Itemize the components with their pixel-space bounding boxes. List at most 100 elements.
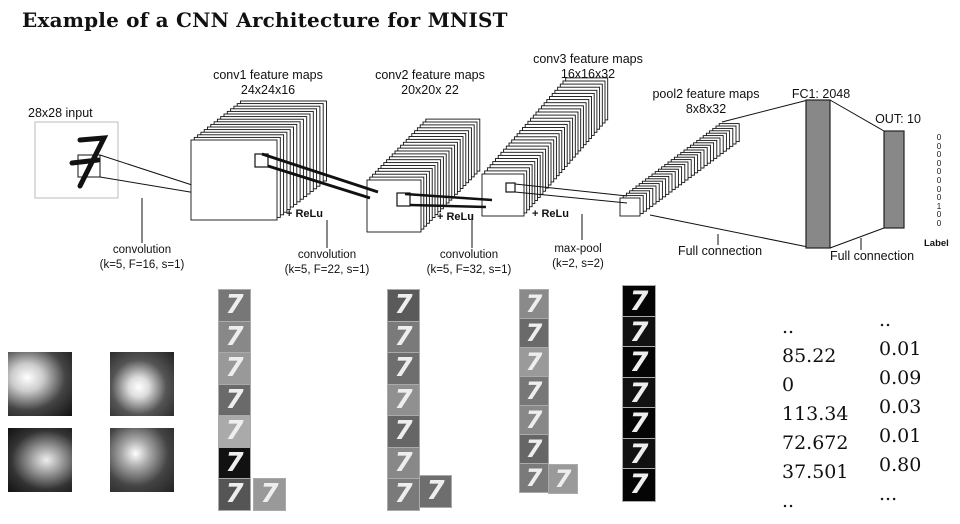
fc-values-column: .. 85.22 0 113.34 72.672 37.501.. — [782, 313, 848, 516]
out-value: 0 — [936, 133, 942, 142]
digit-glyph: 7 — [394, 353, 413, 383]
digit-glyph: 7 — [225, 353, 244, 383]
out-value: 0 — [936, 210, 942, 220]
conv3-activation: 7 — [548, 464, 578, 494]
digit-glyph: 7 — [525, 464, 543, 492]
relu-1: + ReLu — [286, 208, 323, 220]
filter-image — [8, 352, 72, 416]
out-label: OUT: 10 — [875, 112, 921, 126]
digit-glyph: 7 — [260, 479, 279, 509]
conv1-map — [190, 139, 278, 221]
op4-params: (k=2, s=2) — [552, 258, 604, 270]
conv3-activation: 7 — [519, 318, 549, 348]
conv2-size: 20x20x 22 — [401, 83, 459, 97]
digit-glyph: 7 — [525, 406, 543, 434]
table-value: 85.22 — [782, 345, 837, 367]
digit-glyph: 7 — [394, 416, 413, 446]
conv3-size: 16x16x32 — [560, 67, 616, 81]
digit-glyph: 7 — [629, 377, 649, 409]
conv1-activation: 7 — [218, 352, 251, 385]
table-value: .. — [782, 316, 795, 338]
pool2-activation: 7 — [622, 468, 656, 502]
pool2-name: pool2 feature maps — [652, 87, 760, 101]
digit-glyph: 7 — [525, 348, 543, 376]
digit-glyph: 7 — [525, 319, 543, 347]
conv1-stack — [190, 100, 327, 221]
conv3-name: conv3 feature maps — [533, 52, 643, 66]
fc1-label: FC1: 2048 — [791, 87, 851, 101]
conv1-activation: 7 — [218, 383, 251, 417]
table-value: 0.09 — [879, 367, 922, 389]
diagram-title: Example of a CNN Architecture for MNIST — [22, 8, 508, 32]
conv1-activation: 7 — [218, 478, 251, 511]
label-text: Label — [924, 238, 949, 249]
digit-glyph: 7 — [629, 438, 649, 470]
conv2-activation: 7 — [387, 478, 420, 511]
digit-glyph: 7 — [629, 286, 649, 317]
conv3-activation: 7 — [519, 376, 549, 406]
digit-glyph: 7 — [225, 321, 244, 352]
fc1-bar — [805, 99, 831, 249]
table-value: ... — [879, 483, 898, 505]
digit-glyph: 7 — [629, 316, 649, 348]
conv1-activation: 7 — [218, 289, 251, 322]
pool2-activation: 7 — [622, 437, 656, 472]
conv2-activation: 7 — [387, 352, 420, 385]
pool2-size: 8x8x32 — [685, 102, 727, 116]
pool2-activation: 7 — [622, 315, 656, 350]
table-value: 0 — [782, 374, 795, 396]
digit-glyph: 7 — [629, 469, 649, 500]
conv2-activation: 7 — [387, 320, 420, 354]
digit-glyph: 7 — [225, 384, 244, 415]
digit-glyph: 7 — [394, 321, 413, 352]
op1-params: (k=5, F=16, s=1) — [99, 259, 185, 271]
conv2-stack — [366, 118, 481, 233]
table-value: 0.01 — [879, 338, 922, 360]
input-label: 28x28 input — [28, 106, 93, 120]
table-value: .. — [782, 490, 795, 512]
relu-3: + ReLu — [532, 208, 569, 220]
digit-glyph: 7 — [225, 416, 244, 446]
out-value: 0 — [936, 184, 942, 194]
op2-params: (k=5, F=22, s=1) — [284, 264, 370, 276]
op3-name: convolution — [439, 249, 499, 261]
conv1-activation: 7 — [218, 320, 251, 354]
conv3-activation: 7 — [519, 463, 549, 493]
out-bar — [883, 130, 905, 229]
out-value: 1 — [936, 201, 942, 211]
digit-glyph: 7 — [525, 435, 543, 463]
digit-glyph: 7 — [225, 479, 244, 509]
digit-glyph: 7 — [525, 377, 543, 405]
conv3-activation: 7 — [519, 434, 549, 464]
op4-name: max-pool — [554, 243, 602, 255]
input-kernel — [77, 154, 101, 178]
filter-image — [110, 352, 174, 416]
op3-params: (k=5, F=32, s=1) — [426, 264, 512, 276]
relu-2: + ReLu — [437, 211, 474, 223]
digit-glyph: 7 — [394, 290, 413, 320]
digit-glyph: 7 — [525, 290, 543, 318]
digit-glyph: 7 — [225, 290, 244, 320]
digit-glyph: 7 — [394, 384, 413, 415]
conv2-activation: 7 — [387, 415, 420, 448]
conv3-activation: 7 — [519, 347, 549, 377]
out-value: 0 — [936, 193, 942, 203]
out-value: 0 — [936, 218, 942, 228]
pool2-map — [619, 197, 641, 217]
conv1-size: 24x24x16 — [240, 83, 296, 97]
table-value: 113.34 — [782, 403, 849, 425]
full-connection-2: Full connection — [829, 249, 915, 263]
table-value: 37.501 — [782, 461, 849, 483]
input-digit — [69, 135, 109, 189]
out-value: 0 — [936, 141, 942, 151]
pool2-activation: 7 — [622, 346, 656, 380]
full-connection-1: Full connection — [677, 244, 763, 258]
conv3-activation: 7 — [519, 289, 549, 319]
digit-glyph: 7 — [394, 479, 413, 509]
out-value: 0 — [936, 150, 942, 160]
conv2-activation: 7 — [387, 446, 420, 480]
conv1-activation: 7 — [218, 415, 251, 448]
pool2-activation: 7 — [622, 376, 656, 411]
